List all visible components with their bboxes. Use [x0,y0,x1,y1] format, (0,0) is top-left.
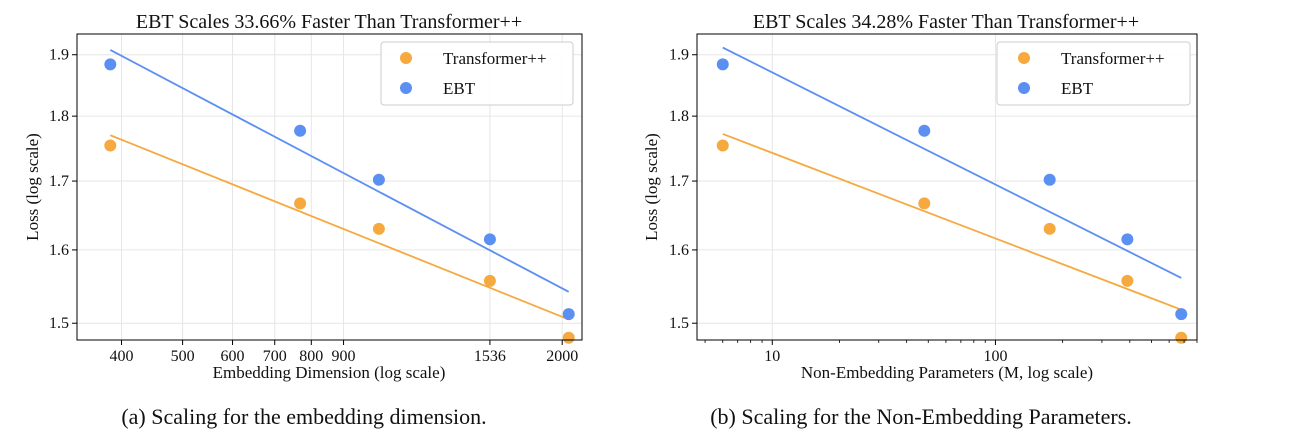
fit-line-ebt [109,49,570,293]
data-points [716,58,1188,344]
legend-marker-transformer [1018,52,1030,64]
data-point-ebt [104,58,117,71]
chart-embedding-dimension: EBT Scales 33.66% Faster Than Transforme… [23,11,583,382]
axis-ticks: 10 100 1.5 1.6 1.7 1.8 1.9 [669,47,1198,365]
legend-label-transformer: Transformer++ [1061,49,1165,68]
y-tick-label: 1.5 [669,315,689,332]
y-tick-label: 1.9 [49,47,69,64]
legend-box [380,41,574,106]
y-tick-label: 1.7 [49,173,69,190]
y-axis-label: Loss (log scale) [642,133,661,241]
x-tick-label: 900 [332,348,356,365]
y-tick-label: 1.5 [49,315,69,332]
data-point-ebt [716,58,729,71]
data-point-transformer [562,331,575,344]
data-point-transformer [294,197,307,210]
caption-a: (a) Scaling for the embedding dimension. [121,404,486,429]
fit-line-ebt [722,46,1182,279]
legend-label-ebt: EBT [1061,79,1094,98]
data-points [104,58,575,344]
plot-frame [696,33,1198,341]
plot-frame [76,33,583,341]
x-tick-label: 700 [263,348,287,365]
fit-lines [109,49,570,321]
x-tick-label: 100 [983,348,1007,365]
x-tick-label: 600 [221,348,245,365]
data-point-transformer [918,197,931,210]
data-point-transformer [1043,222,1056,235]
legend-marker-transformer [400,52,412,64]
y-tick-label: 1.6 [669,242,689,259]
x-tick-label: 2000 [546,348,578,365]
data-point-ebt [1121,233,1134,246]
x-tick-label: 500 [171,348,195,365]
x-axis-label: Embedding Dimension (log scale) [213,363,446,382]
x-tick-label: 1536 [474,348,506,365]
legend: Transformer++ EBT [996,41,1191,106]
data-point-ebt [483,233,496,246]
data-point-transformer [716,139,729,152]
legend-marker-ebt [1018,82,1030,94]
y-axis-label: Loss (log scale) [23,133,42,241]
data-point-ebt [1043,173,1056,186]
chart-title: EBT Scales 34.28% Faster Than Transforme… [753,11,1139,33]
data-point-transformer [483,274,496,287]
data-point-ebt [372,173,385,186]
data-point-ebt [918,124,931,137]
data-point-transformer [1121,274,1134,287]
y-tick-label: 1.6 [49,242,69,259]
y-tick-label: 1.8 [49,108,69,125]
fit-line-transformer [109,134,570,321]
data-point-transformer [1175,331,1188,344]
y-tick-label: 1.7 [669,173,689,190]
y-tick-label: 1.9 [669,47,689,64]
caption-b: (b) Scaling for the Non-Embedding Parame… [710,404,1132,429]
chart-title: EBT Scales 33.66% Faster Than Transforme… [136,11,522,33]
legend-label-ebt: EBT [443,79,476,98]
x-tick-label: 400 [110,348,134,365]
data-point-ebt [1175,308,1188,321]
y-tick-label: 1.8 [669,108,689,125]
axis-ticks: 400 500 600 700 800 900 1536 2000 1.5 1.6 1.7 1.8 1.… [49,47,578,365]
legend-label-transformer: Transformer++ [443,49,547,68]
legend-marker-ebt [400,82,412,94]
data-point-ebt [294,124,307,137]
x-tick-label: 800 [299,348,323,365]
grid [697,34,1197,340]
x-tick-label: 10 [764,348,780,365]
legend-box [996,41,1191,106]
chart-non-embedding-parameters: EBT Scales 34.28% Faster Than Transforme… [642,11,1198,382]
fit-line-transformer [722,133,1182,311]
data-point-ebt [562,308,575,321]
data-point-transformer [104,139,117,152]
fit-lines [722,46,1182,311]
x-axis-label: Non-Embedding Parameters (M, log scale) [801,363,1093,382]
legend: Transformer++ EBT [380,41,574,106]
data-point-transformer [372,222,385,235]
